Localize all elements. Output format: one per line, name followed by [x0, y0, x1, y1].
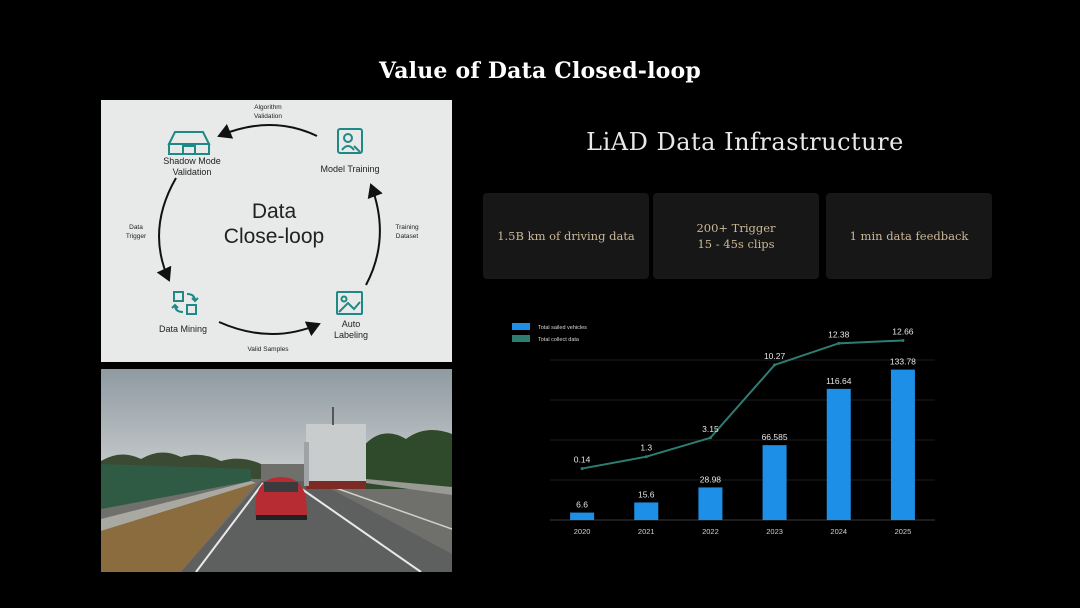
edge-trigger-1: Data — [129, 224, 143, 231]
bar-2021 — [634, 502, 659, 520]
bar-2025 — [890, 369, 915, 520]
legend-swatch-line — [512, 335, 530, 342]
x-tick-label: 2025 — [895, 527, 912, 536]
legend-swatch-bar — [512, 323, 530, 330]
line-value-label: 1.3 — [640, 443, 652, 453]
line-value-label: 12.38 — [828, 329, 850, 339]
close-loop-svg: Data Close-loop Shadow Mode Validation M… — [126, 104, 419, 353]
line-series-collect-data — [581, 339, 903, 470]
x-tick-label: 2020 — [574, 527, 591, 536]
data-close-loop-diagram: Data Close-loop Shadow Mode Validation M… — [101, 100, 452, 362]
line-point — [837, 341, 841, 345]
stat-card-line: 200+ Trigger — [696, 221, 776, 235]
chart-legend: Total sailed vehicles Total collect data — [512, 323, 587, 343]
line-point — [901, 338, 905, 342]
chart-bars — [570, 369, 915, 520]
shadow-mode-label-2: Validation — [173, 167, 212, 177]
bar-2023 — [762, 445, 787, 520]
line-value-label: 10.27 — [764, 351, 786, 361]
vehicles-data-chart: Total sailed vehicles Total collect data … — [505, 315, 955, 545]
shadow-mode-label-1: Shadow Mode — [163, 156, 221, 166]
auto-labeling-label-2: Labeling — [334, 330, 368, 340]
bar-value-label: 6.6 — [576, 500, 588, 510]
auto-labeling-icon — [336, 291, 363, 315]
stat-card-line: 1 min data feedback — [849, 229, 969, 243]
bar-value-label: 133.78 — [890, 357, 916, 367]
bar-2020 — [570, 512, 595, 520]
edge-training-1: Training — [395, 224, 419, 231]
legend-label-line: Total collect data — [538, 337, 580, 343]
chart-grid — [550, 359, 935, 521]
stat-card-trigger: 200+ Trigger 15 - 45s clips — [653, 193, 819, 279]
model-training-label: Model Training — [320, 164, 379, 174]
loop-center-line1: Data — [252, 200, 297, 223]
edge-trigger-2: Trigger — [126, 233, 147, 240]
infra-title: LiAD Data Infrastructure — [586, 128, 904, 156]
x-tick-label: 2022 — [702, 527, 719, 536]
house-icon — [167, 131, 211, 155]
legend-label-bar: Total sailed vehicles — [538, 325, 587, 331]
road-camera-photo — [101, 369, 452, 572]
bar-2022 — [698, 487, 723, 520]
x-tick-label: 2024 — [830, 527, 847, 536]
chart-labels: 6.6 15.6 28.98 66.585 116.64 133.78 0.14 1.3 3.1… — [574, 326, 916, 509]
bar-value-label: 28.98 — [700, 474, 722, 484]
arc-data-trigger — [156, 177, 177, 282]
data-mining-icon — [171, 291, 199, 315]
bar-2024 — [826, 388, 851, 520]
edge-algorithm-2: Validation — [254, 113, 282, 120]
stat-card-feedback: 1 min data feedback — [826, 193, 992, 279]
page-title: Value of Data Closed-loop — [378, 58, 702, 84]
line-value-label: 3.15 — [702, 424, 719, 434]
stat-card-driving-data: 1.5B km of driving data — [483, 193, 649, 279]
auto-labeling-label-1: Auto — [342, 319, 361, 329]
edge-algorithm-1: Algorithm — [254, 104, 281, 111]
edge-training-2: Dataset — [396, 233, 419, 240]
edge-valid-samples: Valid Samples — [247, 346, 289, 353]
bar-value-label: 116.64 — [826, 376, 852, 386]
line-point — [580, 467, 584, 471]
x-tick-label: 2023 — [766, 527, 783, 536]
bar-value-label: 66.585 — [762, 432, 788, 442]
line-value-label: 0.14 — [574, 455, 591, 465]
road-scene-svg — [101, 369, 452, 572]
bar-value-label: 15.6 — [638, 489, 655, 499]
arc-valid-samples — [218, 321, 321, 337]
line-point — [708, 436, 712, 440]
loop-center-line2: Close-loop — [224, 225, 324, 248]
arc-training-dataset — [365, 183, 383, 286]
arc-algorithm-validation — [217, 123, 318, 139]
chart-x-ticks: 2020 2021 2022 2023 2024 2025 — [574, 527, 912, 536]
line-point — [773, 363, 777, 367]
chart-line — [580, 338, 905, 471]
stat-card-line: 15 - 45s clips — [697, 237, 775, 251]
x-tick-label: 2021 — [638, 527, 655, 536]
model-training-icon — [337, 128, 363, 154]
stat-card-line: 1.5B km of driving data — [497, 229, 635, 243]
line-value-label: 12.66 — [892, 326, 914, 336]
data-mining-label: Data Mining — [159, 324, 207, 334]
line-point — [644, 455, 648, 459]
